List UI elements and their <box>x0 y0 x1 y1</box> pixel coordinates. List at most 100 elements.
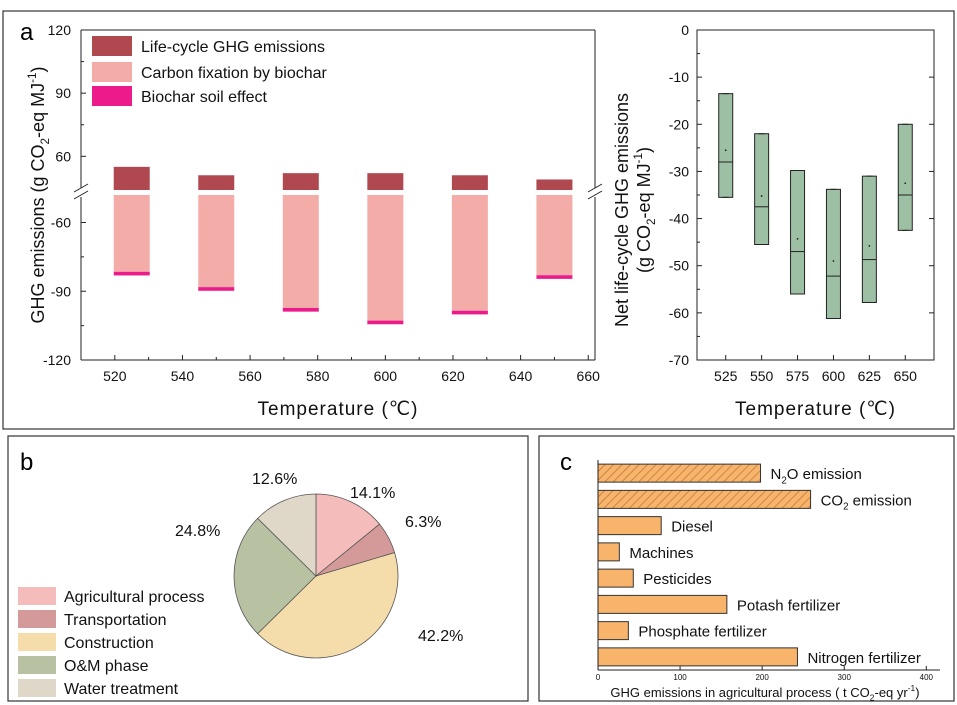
legend-swatch <box>92 86 132 106</box>
box-mean <box>796 237 799 240</box>
y-axis-label-line2: (g CO2-eq MJ-1) <box>632 147 658 273</box>
x-tick-label: 200 <box>755 673 769 682</box>
y-tick-label: -90 <box>51 283 71 299</box>
legend-swatch <box>18 656 56 674</box>
y-axis-label-part: ) <box>28 67 48 73</box>
hbar-label: Diesel <box>671 519 713 536</box>
pie-slice <box>257 552 399 659</box>
y-axis-label-part: -1 <box>26 73 39 83</box>
bar-soil-effect <box>282 307 319 312</box>
y-axis-label-line2-part: ) <box>634 147 654 153</box>
bar-lifecycle <box>451 175 488 190</box>
pie-percent-label: 12.6% <box>252 471 297 488</box>
box-mean <box>760 195 763 197</box>
pie-percent-label: 6.3% <box>405 514 441 531</box>
bar-soil-effect <box>367 320 404 325</box>
bar-carbon-fixation <box>282 195 319 308</box>
box-mean <box>904 182 907 185</box>
y-axis-label: GHG emissions (g CO2-eq MJ-1) <box>26 67 52 324</box>
pie-slice <box>233 517 317 635</box>
y-axis-label-line2-part: -1 <box>632 153 645 163</box>
x-axis-label-part: ) <box>915 685 919 700</box>
bar-carbon-fixation <box>113 195 150 272</box>
y-tick-label: -50 <box>669 258 689 274</box>
x-axis-label: Temperature (℃) <box>735 399 896 420</box>
x-axis-label-part: GHG emissions in agricultural process ( … <box>610 685 869 700</box>
x-tick-label: 640 <box>509 368 533 384</box>
box-mean <box>724 149 727 152</box>
box <box>825 188 841 320</box>
x-axis-label-part: -eq yr <box>874 685 908 700</box>
legend-label: Life-cycle GHG emissions <box>141 39 325 56</box>
hbar-label-part: Phosphate fertilizer <box>638 624 766 641</box>
legend-label: Construction <box>64 635 154 652</box>
y-tick-label: 90 <box>55 85 71 101</box>
bar-carbon-fixation <box>536 195 573 276</box>
hbar-label-part: 2 <box>781 475 786 486</box>
hbar <box>597 647 798 667</box>
x-tick-label: 600 <box>374 368 398 384</box>
x-tick-label: 525 <box>714 368 738 384</box>
hbar-label: Phosphate fertilizer <box>638 624 766 641</box>
axis-break-mark <box>587 190 603 200</box>
panel-label-b: b <box>20 449 33 476</box>
bar-carbon-fixation <box>451 195 488 311</box>
x-tick-label: 100 <box>673 673 687 682</box>
x-axis-label: GHG emissions in agricultural process ( … <box>610 683 919 702</box>
y-tick-label: -40 <box>669 211 689 227</box>
x-tick-label: 650 <box>894 368 918 384</box>
bar-carbon-fixation <box>367 195 404 321</box>
panel-a-frame <box>2 10 955 430</box>
box <box>718 93 734 198</box>
legend-label: Biochar soil effect <box>141 89 268 106</box>
bar-soil-effect <box>536 275 573 279</box>
pie-slice <box>257 493 317 577</box>
y-axis-label-part: GHG emissions (g CO <box>28 144 48 323</box>
x-axis-label-part: -1 <box>908 683 916 693</box>
hbar <box>597 463 762 483</box>
box-mean <box>868 245 871 247</box>
legend-label: Transportation <box>64 612 167 629</box>
legend-swatch <box>18 610 56 628</box>
y-axis-label-line2-part: (g CO <box>634 225 654 273</box>
box <box>897 123 913 231</box>
hbar <box>597 568 634 588</box>
x-tick-label: 300 <box>838 673 852 682</box>
x-tick-label: 660 <box>577 368 601 384</box>
y-tick-label: -10 <box>669 69 689 85</box>
legend-swatch <box>18 633 56 651</box>
legend-swatch <box>92 36 132 56</box>
legend-label: O&M phase <box>64 658 149 675</box>
hbar-label-part: Nitrogen fertilizer <box>807 650 920 667</box>
y-axis-label-line2-part: -eq MJ <box>634 163 654 218</box>
x-tick-label: 0 <box>596 673 601 682</box>
chart-a-right: 0 -10 -20 -30 -40 -50 -60 -70 525 550 575 600 625 650… <box>612 22 935 420</box>
bar-carbon-fixation <box>198 195 235 288</box>
bar-lifecycle <box>367 173 404 190</box>
bar-soil-effect <box>113 271 150 276</box>
bar-soil-effect <box>451 310 488 315</box>
bar-lifecycle <box>113 166 150 190</box>
hbar-label: Nitrogen fertilizer <box>807 650 920 667</box>
hbar-label: CO2 emission <box>821 492 912 512</box>
y-tick-label: -20 <box>669 116 689 132</box>
hbar-label-part: emission <box>849 492 912 509</box>
y-tick-label: 120 <box>48 22 72 38</box>
bar-lifecycle <box>282 173 319 190</box>
panel-label-c: c <box>560 449 572 476</box>
hbar-label-part: 2 <box>843 502 848 513</box>
box-mean <box>832 260 835 262</box>
hbar-label-part: O emission <box>787 466 862 483</box>
bar-lifecycle <box>536 179 573 190</box>
y-tick-label: 0 <box>681 22 689 38</box>
axis-break-mark <box>73 190 89 200</box>
x-tick-label: 550 <box>750 368 774 384</box>
x-axis-label: Temperature (℃) <box>258 399 419 420</box>
hbar <box>597 621 629 641</box>
y-tick-label: -120 <box>43 352 71 368</box>
legend-swatch <box>18 587 56 605</box>
pie-slice <box>315 493 381 577</box>
legend-label: Agricultural process <box>64 589 205 606</box>
y-axis-label-line2-part: 2 <box>645 218 658 225</box>
x-tick-label: 620 <box>441 368 465 384</box>
